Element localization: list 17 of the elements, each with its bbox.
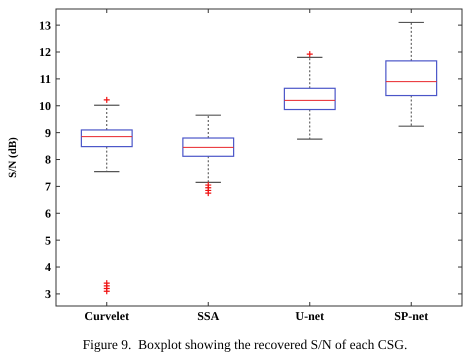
y-tick-label: 7 (45, 180, 51, 194)
y-tick-label: 13 (39, 18, 51, 32)
y-tick-label: 3 (45, 287, 51, 302)
x-tick-label: SSA (197, 309, 220, 323)
x-tick-label: SP-net (394, 309, 428, 323)
y-tick-label: 4 (45, 260, 51, 274)
y-axis-title: S/N (dB) (7, 136, 19, 178)
x-tick-label: U-net (295, 309, 324, 323)
y-tick-label: 10 (39, 98, 51, 113)
y-tick-label: 8 (45, 152, 51, 167)
y-tick-label: 5 (45, 233, 51, 248)
y-tick-label: 9 (45, 126, 51, 140)
x-tick-label: Curvelet (84, 309, 130, 323)
caption: Figure 9. Boxplot showing the recovered S/N of each CSG. (82, 337, 408, 352)
y-tick-label: 11 (40, 72, 51, 86)
y-tick-label: 12 (39, 45, 51, 60)
y-tick-label: 6 (45, 206, 51, 220)
